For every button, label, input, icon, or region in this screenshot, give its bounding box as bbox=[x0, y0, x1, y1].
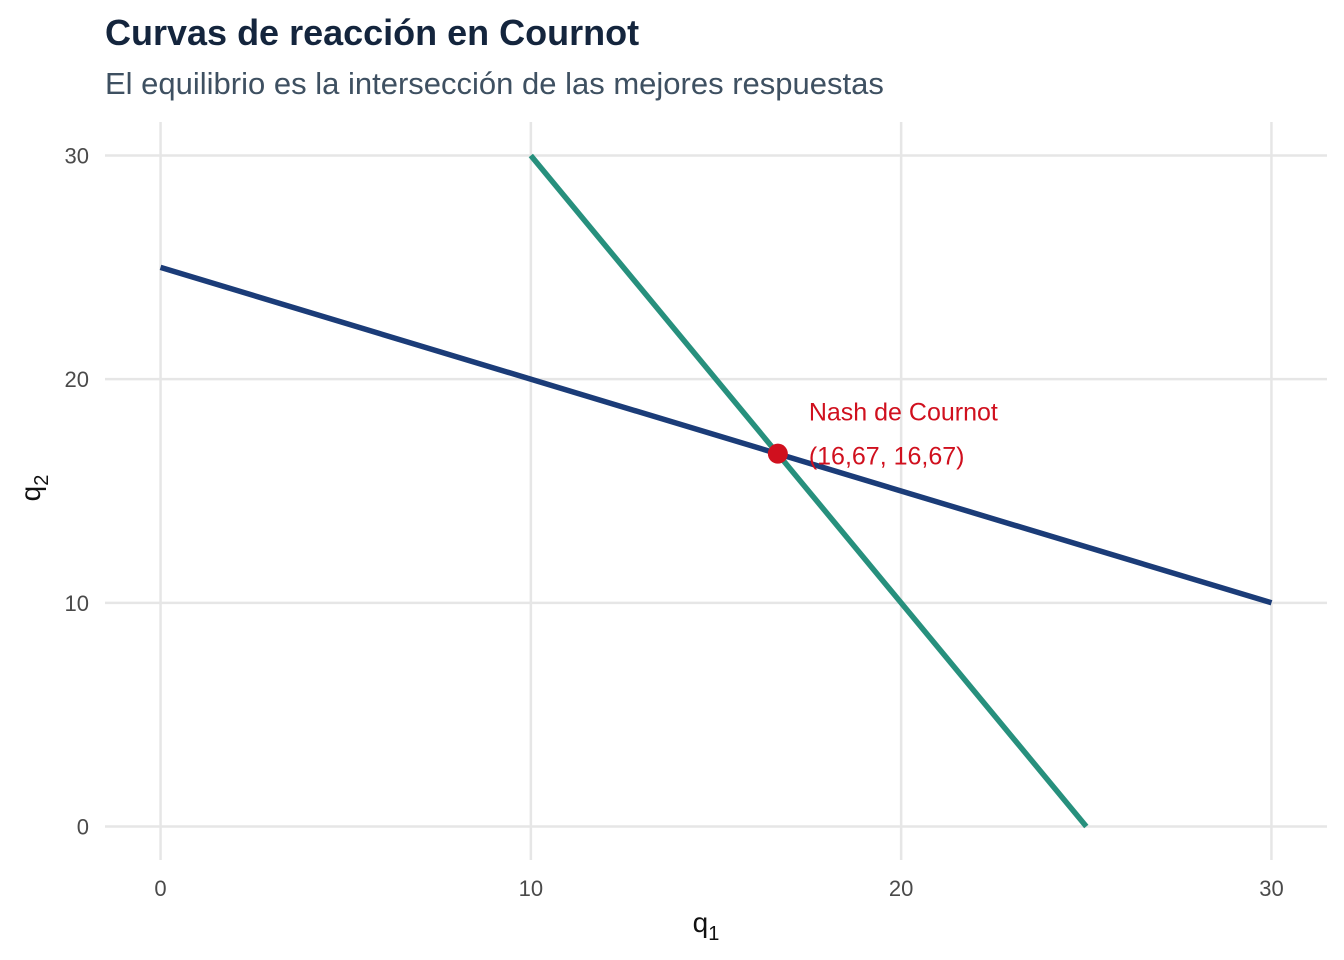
nash-equilibrium-point bbox=[767, 443, 788, 464]
series-lines bbox=[159, 153, 1273, 829]
reaction-curve-1 bbox=[159, 264, 1273, 606]
y-tick-label: 30 bbox=[65, 144, 89, 169]
y-axis-label: q2 bbox=[15, 475, 53, 502]
y-tick-label: 20 bbox=[65, 367, 89, 392]
reaction-curve-2 bbox=[528, 153, 1089, 829]
annotations: Nash de Cournot (16,67, 16,67) bbox=[809, 399, 998, 471]
x-tick-label: 20 bbox=[889, 876, 913, 901]
y-tick-label: 10 bbox=[65, 591, 89, 616]
tick-labels: 0 10 20 30 0 10 20 30 bbox=[65, 144, 1284, 901]
x-axis-label: q1 bbox=[693, 907, 720, 945]
x-tick-label: 0 bbox=[154, 876, 166, 901]
x-tick-label: 10 bbox=[519, 876, 543, 901]
equilibrium-points bbox=[767, 443, 788, 464]
x-tick-label: 30 bbox=[1259, 876, 1283, 901]
chart-subtitle: El equilibrio es la intersección de las … bbox=[105, 66, 884, 101]
grid bbox=[105, 122, 1327, 860]
equilibrium-annotation-line: (16,67, 16,67) bbox=[809, 443, 965, 471]
y-tick-label: 0 bbox=[77, 814, 89, 839]
equilibrium-annotation-line: Nash de Cournot bbox=[809, 399, 998, 427]
chart-title: Curvas de reacción en Cournot bbox=[105, 12, 640, 53]
